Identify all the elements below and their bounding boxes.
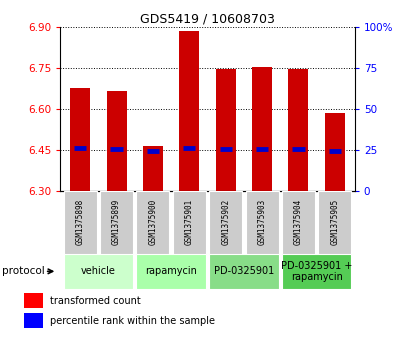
Bar <box>216 69 236 191</box>
Bar <box>24 293 43 309</box>
Bar <box>63 191 97 254</box>
Bar <box>107 91 127 191</box>
Text: GSM1375901: GSM1375901 <box>185 199 194 245</box>
Text: GSM1375903: GSM1375903 <box>258 199 266 245</box>
Bar <box>63 254 133 289</box>
Text: transformed count: transformed count <box>50 296 141 306</box>
Bar <box>209 254 278 289</box>
Bar <box>318 191 352 254</box>
Bar <box>137 254 206 289</box>
Bar <box>24 313 43 328</box>
Bar <box>252 67 272 191</box>
Bar <box>325 113 345 191</box>
Bar <box>137 191 169 254</box>
Bar <box>70 89 90 191</box>
Text: GSM1375902: GSM1375902 <box>221 199 230 245</box>
Bar <box>288 69 308 191</box>
Text: GSM1375900: GSM1375900 <box>149 199 157 245</box>
Bar <box>143 146 163 191</box>
Text: protocol: protocol <box>2 266 45 276</box>
Text: GSM1375904: GSM1375904 <box>294 199 303 245</box>
Bar <box>282 254 352 289</box>
Text: GSM1375898: GSM1375898 <box>76 199 85 245</box>
Text: percentile rank within the sample: percentile rank within the sample <box>50 316 215 326</box>
Text: PD-0325901: PD-0325901 <box>214 266 274 276</box>
Text: GSM1375905: GSM1375905 <box>330 199 339 245</box>
Bar <box>173 191 206 254</box>
Text: rapamycin: rapamycin <box>145 266 197 276</box>
Bar <box>209 191 242 254</box>
Text: vehicle: vehicle <box>81 266 116 276</box>
Bar <box>246 191 278 254</box>
Text: GDS5419 / 10608703: GDS5419 / 10608703 <box>140 13 275 26</box>
Bar <box>179 31 199 191</box>
Bar <box>100 191 133 254</box>
Text: GSM1375899: GSM1375899 <box>112 199 121 245</box>
Bar <box>282 191 315 254</box>
Text: PD-0325901 +
rapamycin: PD-0325901 + rapamycin <box>281 261 352 282</box>
